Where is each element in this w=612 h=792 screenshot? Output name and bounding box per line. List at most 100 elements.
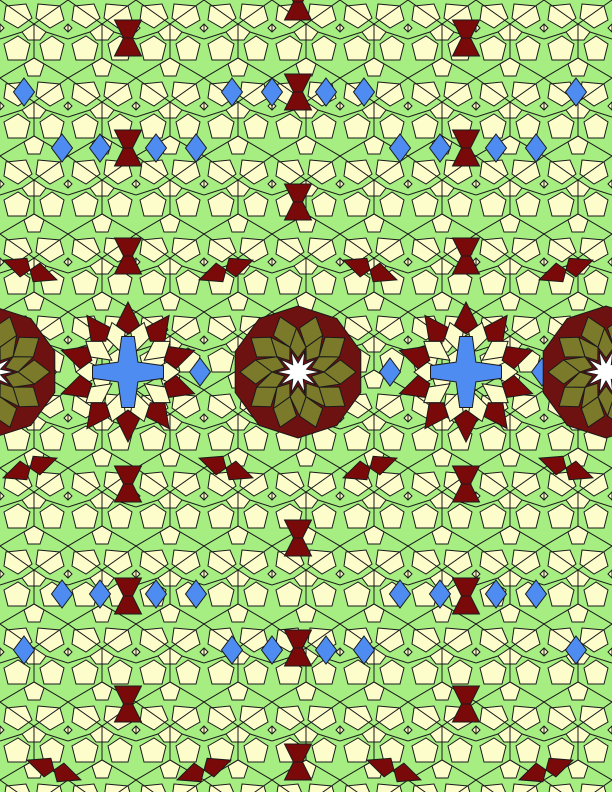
bowtie-wing: [451, 147, 481, 167]
blue-diamond-motif: [564, 635, 588, 665]
rosette-cell: [0, 382, 20, 408]
kite: [341, 257, 371, 278]
kite-pair-motif: [365, 757, 423, 783]
bowtie-wing: [451, 37, 481, 57]
kite-pair-motif: [341, 455, 399, 481]
rosette-cell: [606, 324, 612, 343]
blue-diamond: [484, 579, 508, 609]
blue-diamond: [564, 77, 588, 107]
kite: [565, 460, 595, 481]
blue-diamond-motif: [88, 133, 112, 163]
bowtie-wing: [283, 537, 313, 557]
bowtie-motif: [113, 465, 143, 503]
kite-pair-motif: [517, 757, 575, 783]
blue-diamond-motif: [352, 77, 376, 107]
kite: [225, 257, 255, 278]
blue-diamond: [260, 77, 284, 107]
kite: [517, 762, 547, 783]
blue-diamond: [220, 635, 244, 665]
kite-pair-motif: [197, 455, 255, 481]
bowtie-wing: [451, 595, 481, 615]
kite: [25, 757, 55, 778]
bowtie-wing: [283, 647, 313, 667]
blue-diamond: [524, 133, 548, 163]
blue-diamond-motif: [12, 77, 36, 107]
kite: [197, 262, 227, 283]
blue-diamond: [50, 579, 74, 609]
blue-diamond-motif: [260, 635, 284, 665]
blue-diamond: [314, 635, 338, 665]
kite: [369, 262, 399, 283]
rosette-cell: [4, 356, 35, 373]
rosette-center-star: [0, 358, 15, 386]
bowtie-wing: [283, 201, 313, 221]
bowtie-motif: [451, 237, 481, 275]
blue-diamond: [484, 133, 508, 163]
kite: [175, 762, 205, 783]
bowtie-motif: [283, 0, 313, 21]
kite: [537, 455, 567, 476]
blue-diamond-motif: [50, 579, 74, 609]
bowtie-motif: [283, 183, 313, 221]
star-petal: [423, 340, 451, 361]
bowtie-wing: [113, 255, 143, 275]
blue-diamond-motif: [428, 133, 452, 163]
rosette-motif: [0, 308, 56, 436]
bowtie-motif: [283, 629, 313, 667]
blue-diamond-motif: [388, 579, 412, 609]
bowtie-wing: [283, 761, 313, 781]
bowtie-wing: [283, 1, 313, 21]
blue-diamond: [378, 357, 402, 387]
bowtie-wing: [113, 595, 143, 615]
blue-diamond-motif: [260, 77, 284, 107]
star-petal: [423, 383, 451, 404]
kite-pair-motif: [537, 257, 595, 283]
blue-diamond: [220, 77, 244, 107]
kite-pair-motif: [197, 257, 255, 283]
kite: [365, 757, 395, 778]
blue-diamond: [50, 133, 74, 163]
star-petal: [143, 340, 171, 361]
kite-pair-motif: [25, 757, 83, 783]
kite: [197, 455, 227, 476]
blue-diamond-motif: [184, 133, 208, 163]
bowtie-motif: [113, 237, 143, 275]
rosette-center-star: [275, 350, 321, 394]
blue-diamond: [12, 77, 36, 107]
blue-diamond: [184, 133, 208, 163]
blue-diamond-motif: [184, 579, 208, 609]
blue-diamond: [564, 635, 588, 665]
bowtie-wing: [113, 37, 143, 57]
bowtie-motif: [283, 519, 313, 557]
blue-diamond-motif: [220, 77, 244, 107]
blue-diamond: [314, 77, 338, 107]
blue-diamond: [352, 77, 376, 107]
kite: [341, 460, 371, 481]
bowtie-wing: [113, 483, 143, 503]
kite: [1, 460, 31, 481]
blue-diamond: [184, 579, 208, 609]
rosette-cell: [597, 326, 612, 359]
kite: [29, 455, 59, 476]
blue-diamond-motif: [314, 77, 338, 107]
blue-diamond-motif: [220, 635, 244, 665]
star-petal: [85, 340, 113, 361]
bowtie-motif: [283, 73, 313, 111]
bowtie-motif: [283, 743, 313, 781]
star-petal: [143, 383, 171, 404]
bowtie-wing: [451, 703, 481, 723]
blue-diamond: [388, 579, 412, 609]
blue-diamond-motif: [524, 579, 548, 609]
rosette-cell: [310, 356, 341, 373]
star-petal: [481, 340, 509, 361]
cross-star-motif: [398, 300, 534, 444]
kite: [225, 460, 255, 481]
star-petal: [85, 383, 113, 404]
blue-diamond-motif: [378, 357, 402, 387]
kite: [545, 757, 575, 778]
bowtie-wing: [451, 255, 481, 275]
blue-diamond: [144, 133, 168, 163]
